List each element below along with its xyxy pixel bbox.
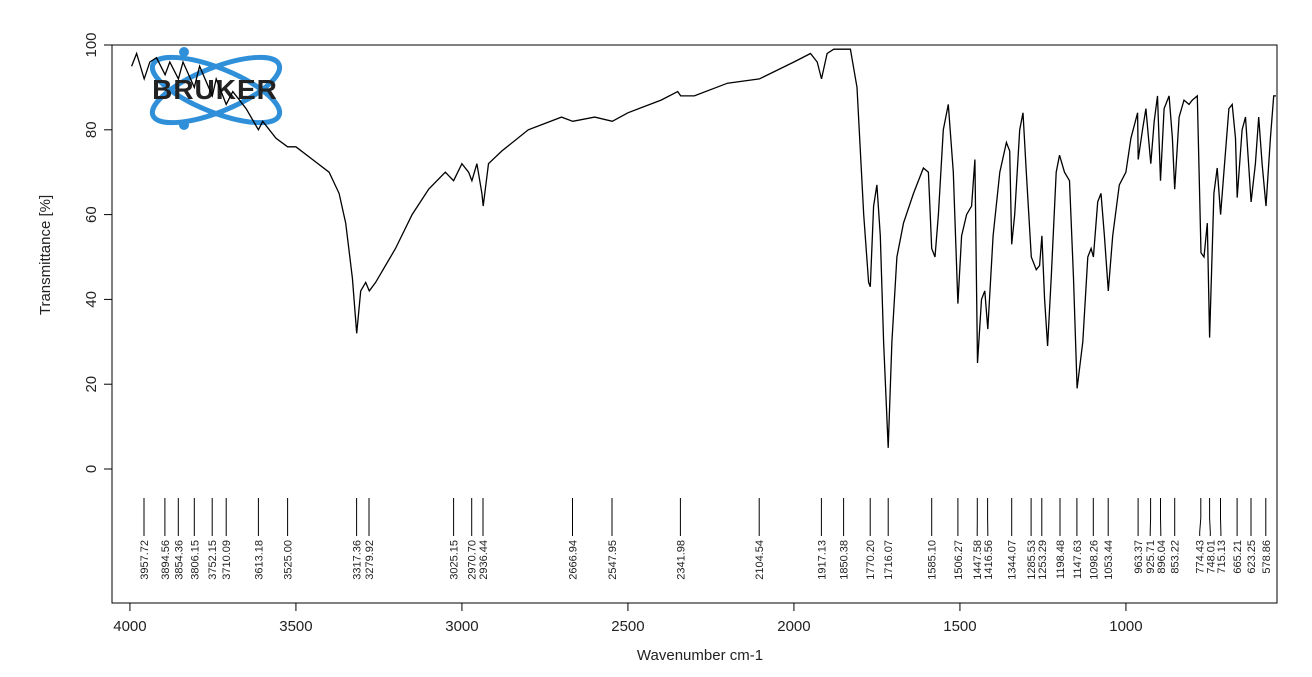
x-tick-label: 1000 [1109, 618, 1142, 635]
peak-label: 1198.48 [1055, 540, 1067, 579]
peak-label: 2936.44 [478, 540, 490, 580]
x-tick-label: 2500 [611, 618, 644, 635]
peak-label: 3317.36 [352, 540, 364, 580]
peak-label: 1850.38 [839, 540, 851, 580]
peak-label: 3525.00 [283, 540, 295, 580]
x-tick-label: 3000 [445, 618, 478, 635]
peak-label: 3752.15 [207, 540, 219, 580]
peak-marker [1199, 498, 1202, 536]
peak-label: 925.71 [1145, 540, 1157, 574]
peak-label: 1770.20 [865, 540, 877, 580]
y-tick-label: 100 [83, 32, 100, 57]
peak-label: 715.13 [1216, 540, 1228, 574]
peak-label: 1716.07 [883, 540, 895, 580]
logo-dot [179, 47, 189, 57]
peak-marker [1209, 498, 1211, 536]
peak-label: 2970.70 [467, 540, 479, 580]
peak-label: 1416.56 [983, 540, 995, 580]
logo-text: BRUKER [152, 74, 278, 105]
y-tick-label: 40 [83, 291, 100, 308]
peak-label: 1098.26 [1088, 540, 1100, 580]
peak-label: 1285.53 [1026, 540, 1038, 580]
peak-label: 2666.94 [568, 540, 580, 580]
peak-label: 1506.27 [953, 540, 965, 580]
peak-label: 3710.09 [221, 540, 233, 580]
peak-label: 1053.44 [1103, 540, 1115, 580]
peak-label: 3854.36 [173, 540, 185, 580]
peak-label: 3613.18 [253, 540, 265, 580]
peak-label: 1344.07 [1007, 540, 1019, 580]
logo-dot [179, 120, 189, 130]
peak-label: 2341.98 [675, 540, 687, 580]
y-tick-label: 80 [83, 121, 100, 138]
x-tick-label: 1500 [943, 618, 976, 635]
peak-label: 665.21 [1232, 540, 1244, 574]
y-tick-label: 20 [83, 376, 100, 393]
peak-label: 2547.95 [607, 540, 619, 580]
peak-label: 3894.56 [160, 540, 172, 580]
peak-label: 774.43 [1195, 540, 1207, 574]
peak-label: 748.01 [1205, 540, 1217, 574]
peak-label: 1917.13 [816, 540, 828, 580]
y-tick-label: 60 [83, 206, 100, 223]
peak-label: 1147.63 [1072, 540, 1084, 579]
logo-orbit [149, 54, 283, 126]
logo-orbit [149, 54, 283, 126]
peak-label: 3279.92 [364, 540, 376, 580]
y-tick-label: 0 [83, 465, 100, 473]
peak-label: 623.25 [1246, 540, 1258, 574]
peak-label: 1253.29 [1037, 540, 1049, 580]
y-axis-label: Transmittance [%] [37, 195, 54, 315]
x-tick-label: 4000 [113, 618, 146, 635]
peak-label: 2104.54 [754, 540, 766, 580]
peak-label: 896.04 [1156, 540, 1168, 574]
peak-label: 853.22 [1170, 540, 1182, 574]
peak-label: 1447.58 [972, 540, 984, 580]
x-axis-label: Wavenumber cm-1 [637, 647, 763, 664]
spectrum-line [130, 48, 1276, 448]
peak-label: 3957.72 [139, 540, 151, 580]
peak-label: 963.37 [1133, 540, 1145, 574]
logo: BRUKER [149, 47, 283, 130]
peak-label: 578.86 [1261, 540, 1273, 574]
peak-label: 1585.10 [927, 540, 939, 580]
x-tick-label: 2000 [777, 618, 810, 635]
peak-label: 3806.15 [189, 540, 201, 580]
plot-frame [111, 44, 1278, 604]
x-tick-label: 3500 [279, 618, 312, 635]
peak-label: 3025.15 [449, 540, 461, 580]
